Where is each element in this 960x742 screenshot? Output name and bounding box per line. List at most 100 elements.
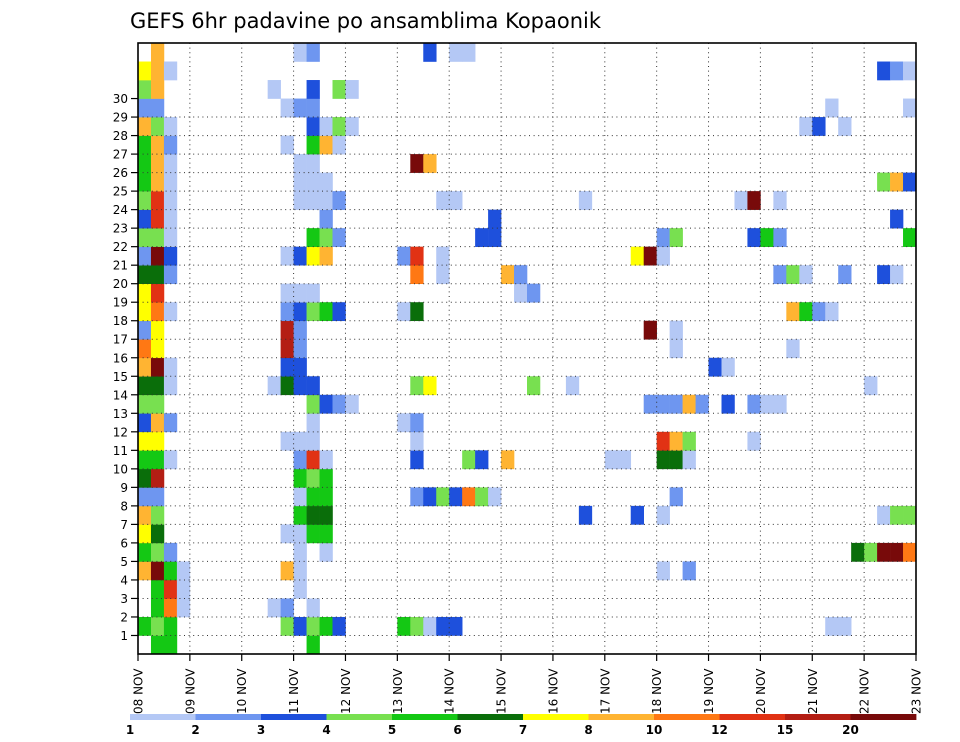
heatmap-cell xyxy=(397,302,411,322)
x-tick-label: 21 NOV xyxy=(806,668,820,714)
heatmap-cell xyxy=(877,61,891,81)
heatmap-cell xyxy=(319,302,333,322)
heatmap-cell xyxy=(280,320,294,340)
heatmap-cell xyxy=(410,246,424,266)
heatmap-cell xyxy=(293,376,307,396)
x-tick-label: 12 NOV xyxy=(339,668,353,714)
heatmap-cell xyxy=(410,376,424,396)
chart-title: GEFS 6hr padavine po ansamblima Kopaonik xyxy=(130,9,602,33)
heatmap-cell xyxy=(682,394,696,414)
heatmap-cell xyxy=(138,135,152,155)
heatmap-cell xyxy=(423,154,437,173)
heatmap-cell xyxy=(501,265,515,284)
colorbar-swatch xyxy=(392,714,458,720)
heatmap-cell xyxy=(293,468,307,488)
heatmap-cell xyxy=(410,413,424,433)
heatmap-cell xyxy=(150,542,165,562)
heatmap-cell xyxy=(462,450,476,470)
heatmap-cell xyxy=(150,98,165,118)
y-tick-label: 19 xyxy=(113,296,128,310)
heatmap-cell xyxy=(760,228,774,247)
heatmap-cell xyxy=(825,302,839,322)
heatmap-cell xyxy=(669,487,683,507)
x-tick-label: 23 NOV xyxy=(910,668,924,714)
y-tick-label: 10 xyxy=(113,462,128,476)
heatmap-cell xyxy=(293,302,307,322)
heatmap-cell xyxy=(150,154,165,173)
y-tick-label: 3 xyxy=(120,592,128,606)
heatmap-cell xyxy=(903,542,917,562)
heatmap-cell xyxy=(280,524,294,544)
y-tick-label: 16 xyxy=(113,351,128,365)
heatmap-cell xyxy=(150,320,165,340)
heatmap-cell xyxy=(306,302,320,322)
heatmap-cell xyxy=(280,135,294,155)
y-tick-label: 4 xyxy=(120,573,128,587)
heatmap-cell xyxy=(280,616,294,636)
heatmap-cell xyxy=(799,302,813,322)
x-tick-label: 22 NOV xyxy=(858,668,872,714)
heatmap-cell xyxy=(877,542,891,562)
heatmap-cell xyxy=(150,579,165,599)
heatmap-cell xyxy=(669,450,683,470)
heatmap-cell xyxy=(163,579,178,599)
colorbar-tick-label: 15 xyxy=(777,723,794,737)
heatmap-cell xyxy=(682,450,696,470)
heatmap-cell xyxy=(903,228,917,247)
heatmap-cell xyxy=(397,246,411,266)
colorbar-swatch xyxy=(588,714,655,720)
heatmap-cell xyxy=(306,450,320,470)
heatmap-cell xyxy=(163,450,178,470)
heatmap-cell xyxy=(150,228,165,247)
y-tick-label: 12 xyxy=(113,425,128,439)
colorbar-tick-label: 10 xyxy=(646,723,663,737)
heatmap-cell xyxy=(410,450,424,470)
y-tick-label: 26 xyxy=(113,166,128,180)
heatmap-cell xyxy=(319,616,333,636)
heatmap-cell xyxy=(163,246,178,266)
colorbar-swatch xyxy=(326,714,393,720)
y-tick-label: 6 xyxy=(120,536,128,550)
heatmap-cell xyxy=(163,228,178,247)
colorbar-swatch xyxy=(719,714,786,720)
heatmap-cell xyxy=(280,598,294,618)
heatmap-cell xyxy=(150,487,165,507)
heatmap-cell xyxy=(578,191,593,210)
heatmap-cell xyxy=(319,246,333,266)
heatmap-cell xyxy=(138,80,152,99)
heatmap-cell xyxy=(280,339,294,359)
heatmap-cell xyxy=(306,635,320,655)
heatmap-cell xyxy=(319,524,333,544)
heatmap-cell xyxy=(773,394,787,414)
x-tick-label: 11 NOV xyxy=(287,668,301,714)
y-tick-label: 22 xyxy=(113,240,128,254)
heatmap-cell xyxy=(332,191,346,210)
heatmap-cell xyxy=(825,98,839,118)
heatmap-cell xyxy=(280,98,294,118)
heatmap-cell xyxy=(138,154,152,173)
heatmap-cell xyxy=(138,172,152,192)
heatmap-cell xyxy=(643,320,657,340)
heatmap-cell xyxy=(163,61,178,81)
heatmap-cell xyxy=(150,376,165,396)
heatmap-cell xyxy=(449,43,463,62)
heatmap-cell xyxy=(527,376,541,396)
heatmap-cell xyxy=(864,376,878,396)
heatmap-cell xyxy=(877,265,891,284)
colorbar-tick-label: 7 xyxy=(519,723,527,737)
x-tick-label: 18 NOV xyxy=(650,668,664,714)
heatmap-cell xyxy=(293,191,307,210)
y-tick-label: 5 xyxy=(120,555,128,569)
heatmap-cell xyxy=(293,561,307,581)
heatmap-cell xyxy=(864,542,878,562)
heatmap-cell xyxy=(669,320,683,340)
heatmap-cell xyxy=(825,616,839,636)
heatmap-cell xyxy=(877,505,891,525)
heatmap-cell xyxy=(656,394,670,414)
heatmap-cell xyxy=(306,487,320,507)
heatmap-cell xyxy=(293,487,307,507)
colorbar: 1 2 3 4 5 6 7 8 10 12 15 20 xyxy=(126,714,917,737)
heatmap-cell xyxy=(345,80,359,99)
y-tick-label: 24 xyxy=(113,203,128,217)
heatmap-cell xyxy=(150,265,165,284)
